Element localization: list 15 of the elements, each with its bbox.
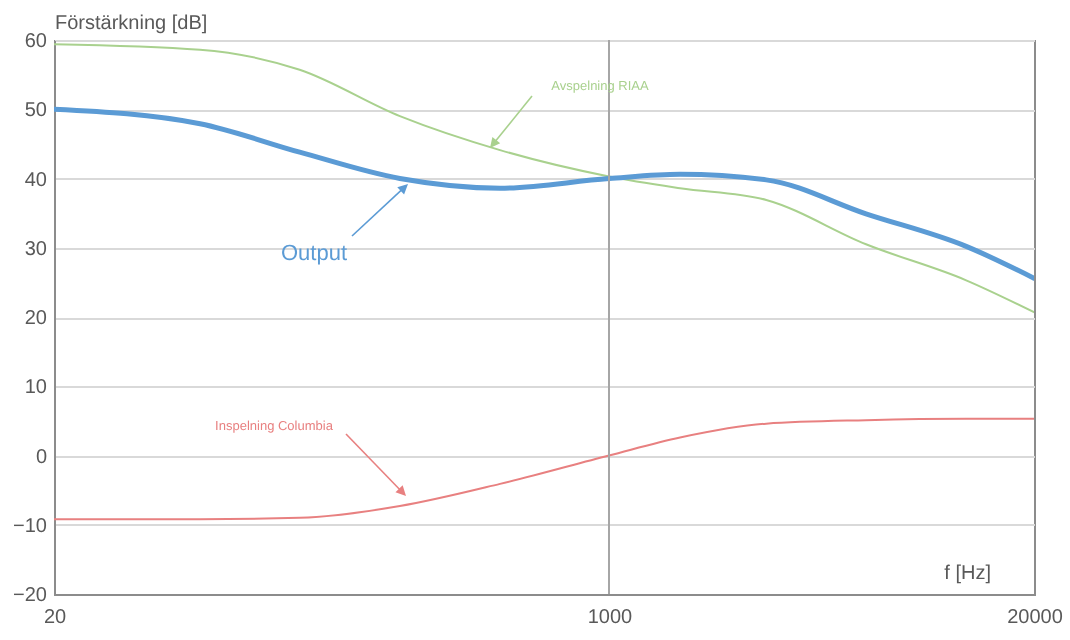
y-tick-label: 20 (24, 308, 48, 330)
y-tick-label: 50 (24, 100, 48, 123)
y-tick-label: 60 (24, 31, 48, 53)
y-tick-label: −20 (13, 585, 48, 607)
y-tick-label: −10 (13, 515, 48, 538)
y-tick-label: 0 (35, 446, 48, 469)
y-tick-label: 30 (24, 238, 48, 261)
x-axis-title: f [Hz] (944, 563, 992, 585)
y-axis-title: Förstärkning [dB] (55, 13, 208, 35)
text: Output (280, 242, 348, 266)
x-tick-label: 20 (43, 607, 67, 629)
x-tick-label: 1000 (587, 607, 634, 629)
y-tick-label: 40 (24, 169, 48, 192)
y-tick-label: 10 (24, 377, 48, 400)
x-tick-label: 20000 (1007, 607, 1064, 629)
